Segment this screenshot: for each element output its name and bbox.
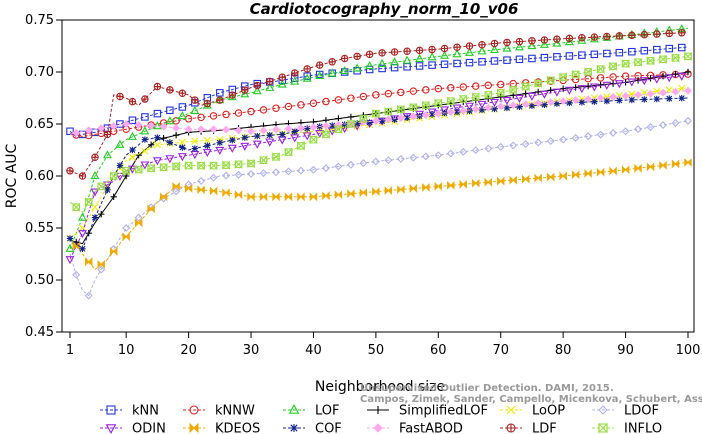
y-tick-label: 0.50: [25, 273, 54, 288]
series-line: [69, 27, 689, 249]
x-tick-label: 40: [305, 343, 322, 358]
legend-label: ODIN: [132, 422, 166, 434]
x-tick-label: 30: [243, 343, 260, 358]
legend-label: LoOP: [532, 404, 565, 419]
legend-label: SimplifiedLOF: [399, 404, 488, 419]
y-tick-label: 0.60: [25, 169, 54, 184]
series-markers: [66, 29, 686, 180]
legend-item-loop: LoOP: [500, 404, 565, 419]
legend-label: LDOF: [624, 404, 659, 419]
series-layer: [65, 24, 692, 300]
legend-label: INFLO: [624, 422, 662, 434]
series-markers: [72, 51, 692, 212]
series-line: [69, 162, 689, 271]
legend-label: kNN: [132, 404, 159, 419]
legend: kNN kNNW LOF SimplifiedLOF LoOP LDOF ODIN KDEOS…: [100, 404, 662, 434]
x-tick-label: 70: [492, 343, 509, 358]
legend-item-cof: COF: [283, 422, 342, 434]
y-tick-label: 0.65: [25, 117, 54, 132]
x-tick-label: 20: [180, 343, 197, 358]
legend-item-knnw: kNNW: [183, 404, 255, 419]
legend-item-odin: ODIN: [100, 422, 166, 434]
legend-item-ldof: LDOF: [592, 404, 659, 419]
series-line: [69, 120, 689, 297]
legend-item-simplifiedlof: SimplifiedLOF: [367, 404, 488, 419]
y-tick-label: 0.75: [25, 13, 54, 28]
legend-label: kNNW: [215, 404, 255, 419]
y-tick-label: 0.45: [25, 325, 54, 340]
series-kdeos: [69, 158, 692, 271]
legend-label: KDEOS: [215, 422, 260, 434]
series-inflo: [69, 51, 692, 214]
series-markers: [66, 84, 686, 242]
y-axis-label: ROC AUC: [4, 143, 20, 208]
x-axis-label: Neighborhood size: [315, 379, 445, 395]
watermark-line-1: Unsupervised Outlier Detection. DAMI, 20…: [360, 383, 614, 394]
x-tick-label: 50: [368, 343, 385, 358]
legend-label: COF: [315, 422, 342, 434]
series-ldof: [69, 116, 692, 300]
series-simplifiedlof: [69, 68, 692, 246]
series-markers: [65, 72, 687, 265]
series-ldf: [66, 29, 689, 180]
x-tick-label: 80: [555, 343, 572, 358]
legend-item-ldf: LDF: [500, 422, 557, 434]
y-tick-label: 0.55: [25, 221, 54, 236]
x-tick-label: 1: [66, 343, 74, 358]
series-markers: [72, 116, 692, 300]
watermark-line-2: Campos, Zimek, Sander, Campello, Micenko…: [360, 394, 702, 405]
x-tick-label: 60: [430, 343, 447, 358]
x-axis: 1 10 20 30 40 50 60 70 80 90 100: [66, 332, 701, 358]
x-tick-label: 10: [118, 343, 135, 358]
legend-item-knn: kNN: [100, 404, 159, 419]
x-tick-label: 100: [676, 343, 701, 358]
legend-item-fastabod: FastABOD: [367, 422, 463, 434]
y-tick-label: 0.70: [25, 65, 54, 80]
y-axis: 0.45 0.50 0.55 0.60 0.65 0.70 0.75: [25, 13, 62, 340]
legend-item-kdeos: KDEOS: [183, 422, 260, 434]
series-line: [69, 46, 689, 138]
series-markers: [73, 68, 692, 246]
series-fastabod: [69, 86, 692, 137]
chart-title: Cardiotocography_norm_10_v06: [250, 0, 519, 18]
legend-label: LOF: [315, 404, 340, 419]
legend-label: FastABOD: [399, 422, 463, 434]
series-markers: [72, 86, 692, 137]
legend-item-lof: LOF: [283, 404, 340, 419]
series-markers: [72, 158, 692, 269]
legend-item-inflo: INFLO: [592, 422, 662, 434]
x-tick-label: 90: [617, 343, 634, 358]
legend-label: LDF: [532, 422, 557, 434]
series-lof: [65, 24, 689, 252]
series-markers: [65, 24, 687, 252]
